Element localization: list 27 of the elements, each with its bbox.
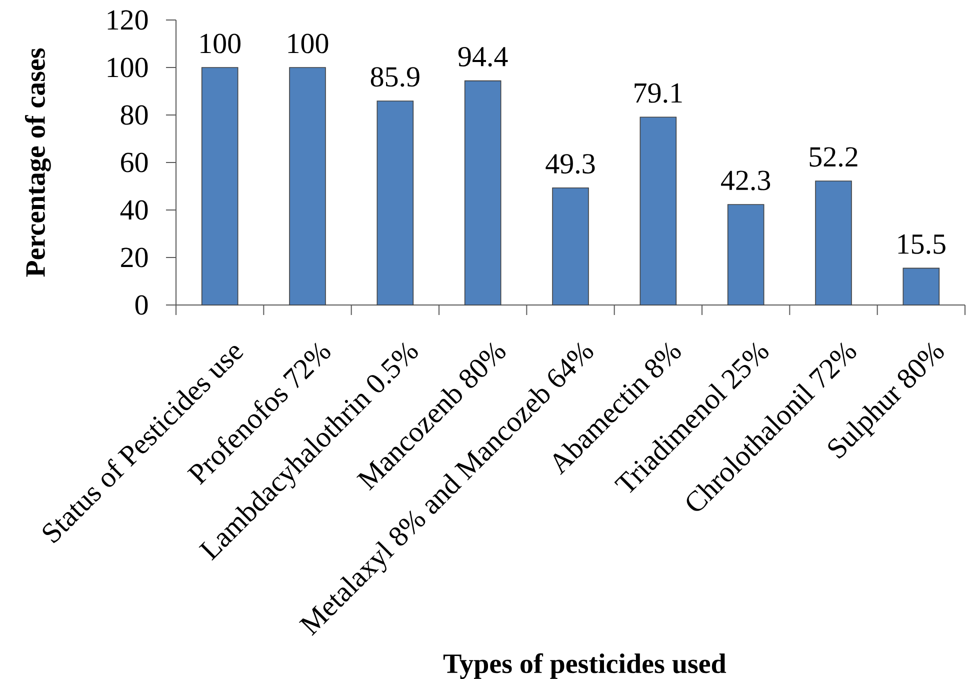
y-tick-label: 0: [135, 295, 148, 315]
y-axis-title: Percentage of cases: [24, 48, 51, 277]
y-tick-label: 20: [121, 248, 148, 268]
data-label: 52.2: [810, 147, 858, 167]
y-tick-label: 40: [120, 200, 148, 220]
bar: [552, 188, 589, 306]
bar: [727, 204, 764, 306]
y-tick-label: 60: [121, 152, 148, 172]
data-label: 94.4: [458, 46, 508, 67]
bar: [640, 116, 677, 306]
y-tick-label: 100: [108, 58, 148, 78]
data-label: 100: [288, 34, 328, 54]
data-label: 49.3: [546, 154, 595, 174]
data-label: 100: [200, 34, 240, 54]
data-label: 15.5: [898, 234, 946, 254]
bar: [289, 67, 326, 306]
bar: [376, 100, 414, 306]
data-label: 79.1: [634, 83, 682, 103]
data-label: 42.3: [721, 170, 770, 190]
bar: [815, 180, 852, 306]
y-tick-label: 120: [108, 10, 148, 30]
x-axis-title: Types of pesticides used: [443, 653, 726, 679]
data-label: 85.9: [370, 67, 420, 87]
bar: [464, 80, 502, 306]
bar: [902, 268, 940, 306]
bar: [201, 67, 238, 306]
y-tick-label: 80: [120, 105, 148, 125]
